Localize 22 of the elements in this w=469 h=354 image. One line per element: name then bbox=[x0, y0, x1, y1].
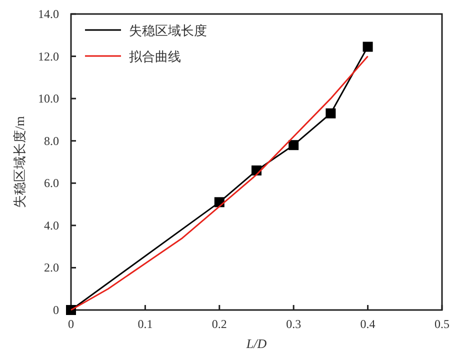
x-tick-label: 0.5 bbox=[434, 317, 450, 331]
y-tick-label: 8.0 bbox=[44, 134, 59, 148]
y-axis-title: 失稳区域长度/m bbox=[12, 116, 27, 208]
point bbox=[362, 42, 373, 52]
point bbox=[66, 305, 76, 315]
point bbox=[326, 108, 336, 118]
point bbox=[288, 140, 299, 150]
x-axis-title: L/D bbox=[245, 336, 268, 351]
x-tick-label: 0.1 bbox=[138, 317, 153, 331]
y-tick-label: 4.0 bbox=[44, 218, 59, 232]
y-tick-label: 2.0 bbox=[44, 260, 59, 275]
y-tick-label: 0 bbox=[53, 303, 59, 317]
legend-label: 失稳区域长度 bbox=[129, 23, 207, 38]
x-tick-label: 0 bbox=[68, 317, 74, 331]
x-tick-label: 0.3 bbox=[286, 317, 302, 331]
x-tick-label: 0.4 bbox=[360, 317, 376, 331]
y-tick-label: 10.0 bbox=[38, 92, 59, 106]
y-tick-label: 12.0 bbox=[38, 49, 59, 64]
y-tick-label: 6.0 bbox=[44, 176, 59, 190]
legend-label: 拟合曲线 bbox=[129, 49, 181, 64]
y-tick-label: 14.0 bbox=[38, 7, 59, 21]
x-tick-label: 0.2 bbox=[212, 317, 227, 331]
